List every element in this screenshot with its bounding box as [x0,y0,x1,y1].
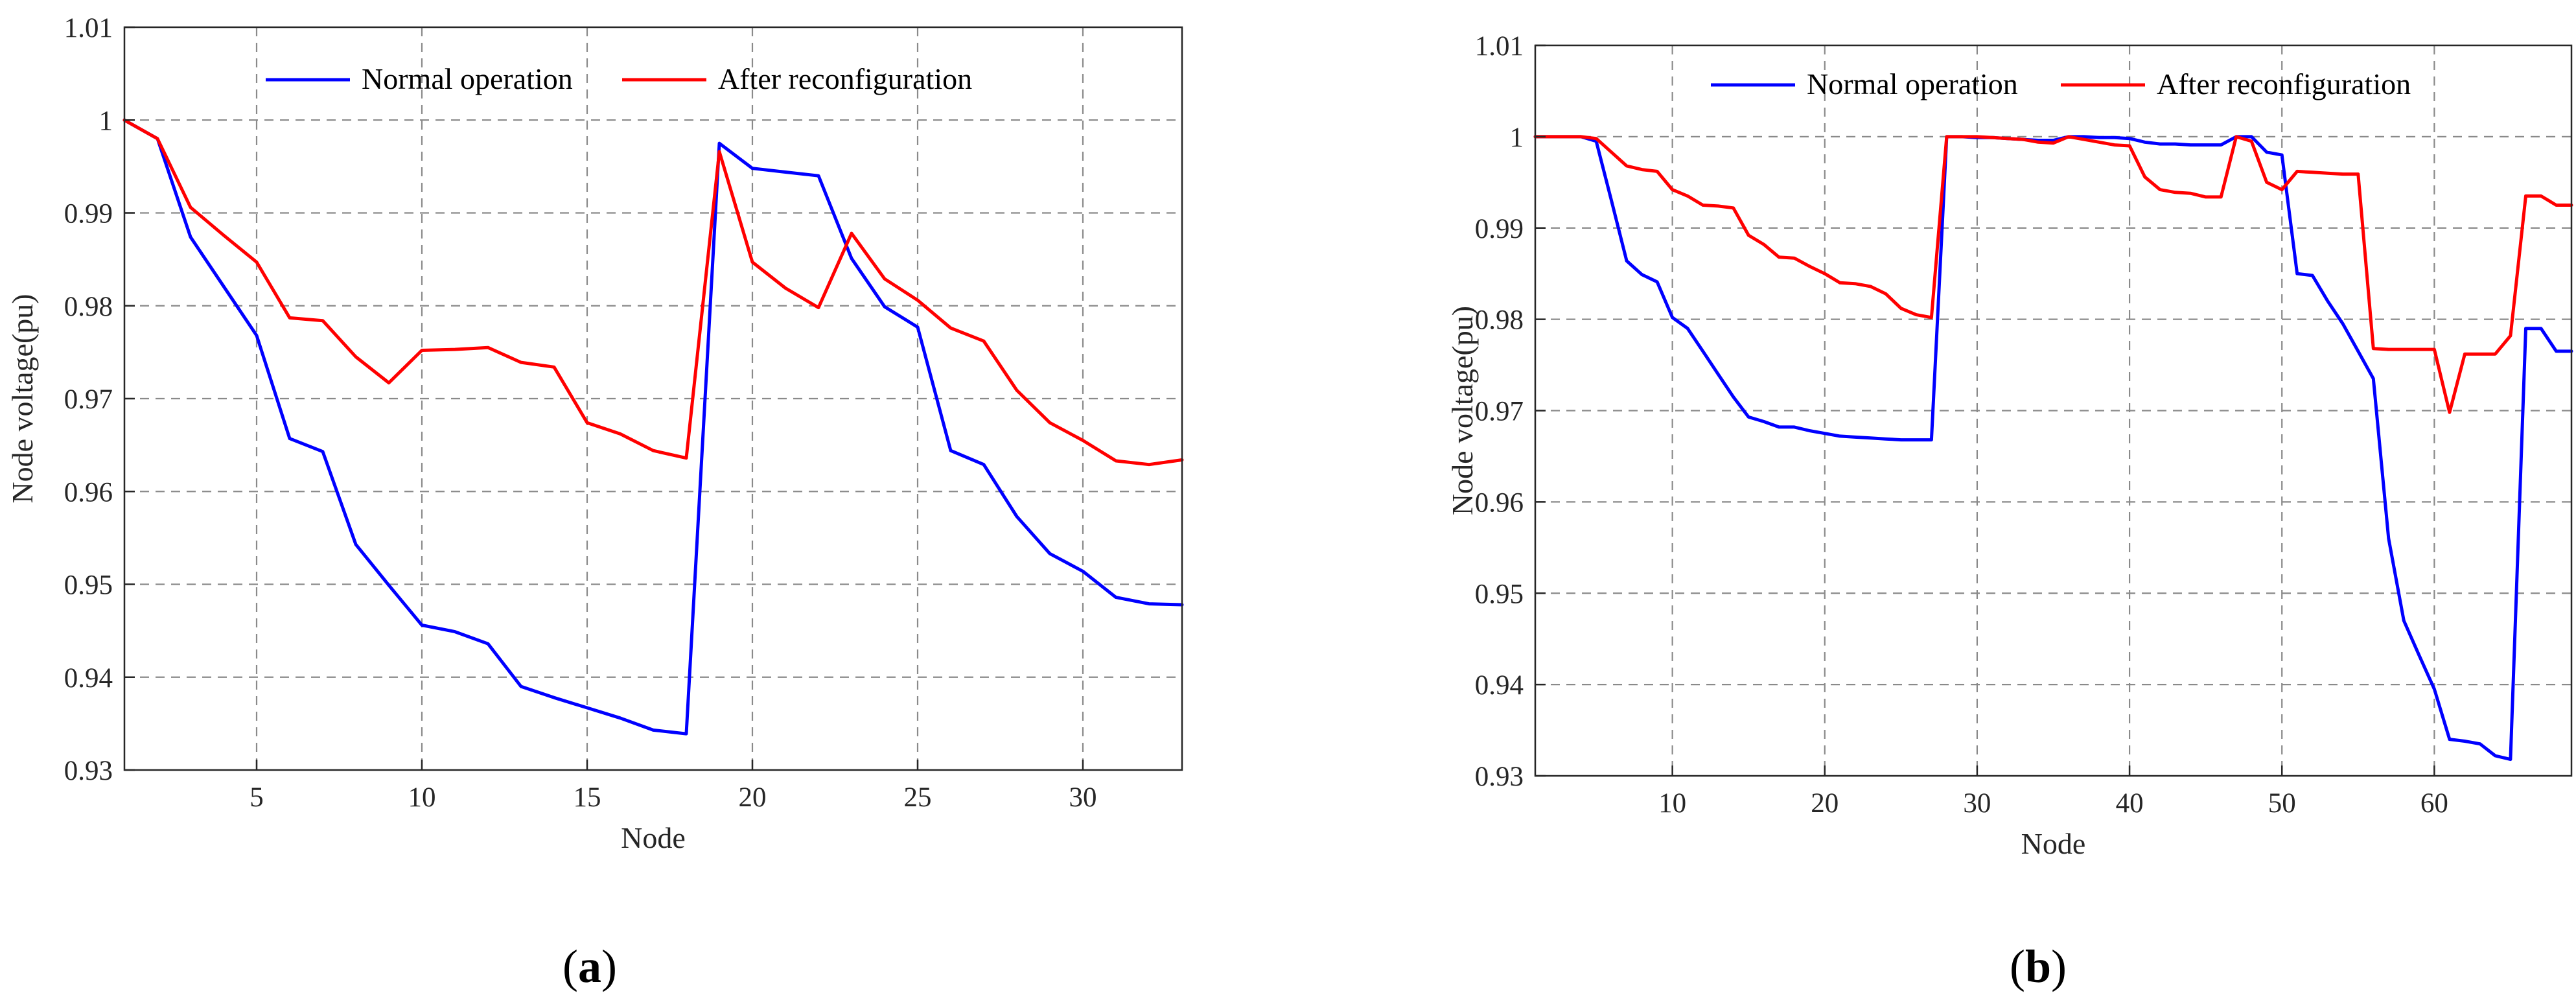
y-tick-label-2-a: 0.95 [64,570,113,601]
series-group-b [1533,135,2573,762]
x-tick-labels-a: 5 10 15 20 25 30 [249,782,1097,813]
y-tick-label-4-a: 0.97 [64,384,113,415]
y-tick-label-4-b: 0.97 [1475,397,1524,427]
x-tick-label-40-b: 40 [2116,788,2144,819]
y-tick-label-1-b: 0.94 [1475,670,1524,701]
legend-b: Normal operation After reconfiguration [1711,67,2411,100]
x-tick-label-10-a: 10 [408,782,436,813]
series-normal-operation-a [122,118,1184,736]
y-tick-label-5-a: 0.98 [64,292,113,322]
y-axis-label-b: Node voltage(pu) [1446,306,1479,515]
x-tick-label-30-a: 30 [1069,782,1097,813]
y-tick-label-5-b: 0.98 [1475,305,1524,336]
x-axis-label-b: Node [2021,827,2086,860]
chart-panel-b: 10 20 30 40 50 60 0.930.940.950.960.970.980.9… [1446,31,2573,992]
legend-label-reconfig-a: After reconfiguration [718,62,972,95]
y-tick-label-2-b: 0.95 [1475,579,1524,609]
series-after-reconfiguration-a [122,118,1184,467]
panel-caption-paren-close-a: ) [601,940,617,992]
y-tick-labels-b: 0.93 0.94 0.95 0.96 0.97 0.98 0.99 1 1.01 [1475,31,1524,792]
panel-caption-paren-open-b: ( [2010,940,2025,992]
legend-label-normal-a: Normal operation [362,62,573,95]
x-tick-labels-b: 10 20 30 40 50 60 [1658,788,2448,819]
series-normal-operation-b [1533,135,2573,762]
grid-lines-a [124,27,1182,770]
x-tick-label-20-b: 20 [1811,788,1839,819]
x-tick-label-15-a: 15 [574,782,601,813]
tick-marks-a [124,26,1084,771]
y-tick-label-0-b: 0.93 [1475,762,1524,792]
legend-a: Normal operation After reconfiguration [266,62,972,95]
x-tick-label-30-b: 30 [1963,788,1991,819]
y-tick-label-8-a: 1.01 [64,13,113,43]
y-tick-labels-a: 0.93 0.94 0.95 0.96 0.97 0.98 0.99 1 1.01 [64,13,113,786]
panel-caption-letter-b: b [2025,940,2051,992]
panel-caption-letter-a: a [578,940,601,992]
x-tick-label-5-a: 5 [249,782,264,813]
x-tick-label-50-b: 50 [2268,788,2296,819]
panel-caption-b: (b) [2010,940,2067,992]
x-axis-label-a: Node [621,821,686,854]
y-tick-label-6-b: 0.99 [1475,214,1524,244]
legend-label-reconfig-b: After reconfiguration [2157,67,2411,100]
grid-lines-b [1535,45,2571,776]
series-after-reconfiguration-b [1533,135,2573,414]
y-tick-label-3-b: 0.96 [1475,487,1524,518]
panel-caption-paren-open-a: ( [563,940,578,992]
chart-panel-a: 5 10 15 20 25 30 0.93 0.94 0.95 0.96 0.97 0.98 0.99… [6,13,1184,992]
legend-label-normal-b: Normal operation [1807,67,2018,100]
y-tick-label-8-b: 1.01 [1475,31,1524,62]
y-axis-label-a: Node voltage(pu) [6,294,39,503]
x-tick-label-25-a: 25 [904,782,932,813]
tick-marks-b [1535,44,2435,777]
x-tick-label-10-b: 10 [1658,788,1686,819]
y-tick-label-6-a: 0.99 [64,199,113,229]
panel-caption-a: (a) [563,940,617,992]
y-tick-label-0-a: 0.93 [64,756,113,786]
y-tick-label-7-b: 1 [1510,123,1524,153]
panel-caption-paren-close-b: ) [2051,940,2067,992]
x-tick-label-20-a: 20 [739,782,767,813]
y-tick-label-3-a: 0.96 [64,477,113,508]
y-tick-label-7-a: 1 [99,106,113,136]
x-tick-label-60-b: 60 [2420,788,2448,819]
series-group-a [122,118,1184,736]
y-tick-label-1-a: 0.94 [64,663,113,694]
